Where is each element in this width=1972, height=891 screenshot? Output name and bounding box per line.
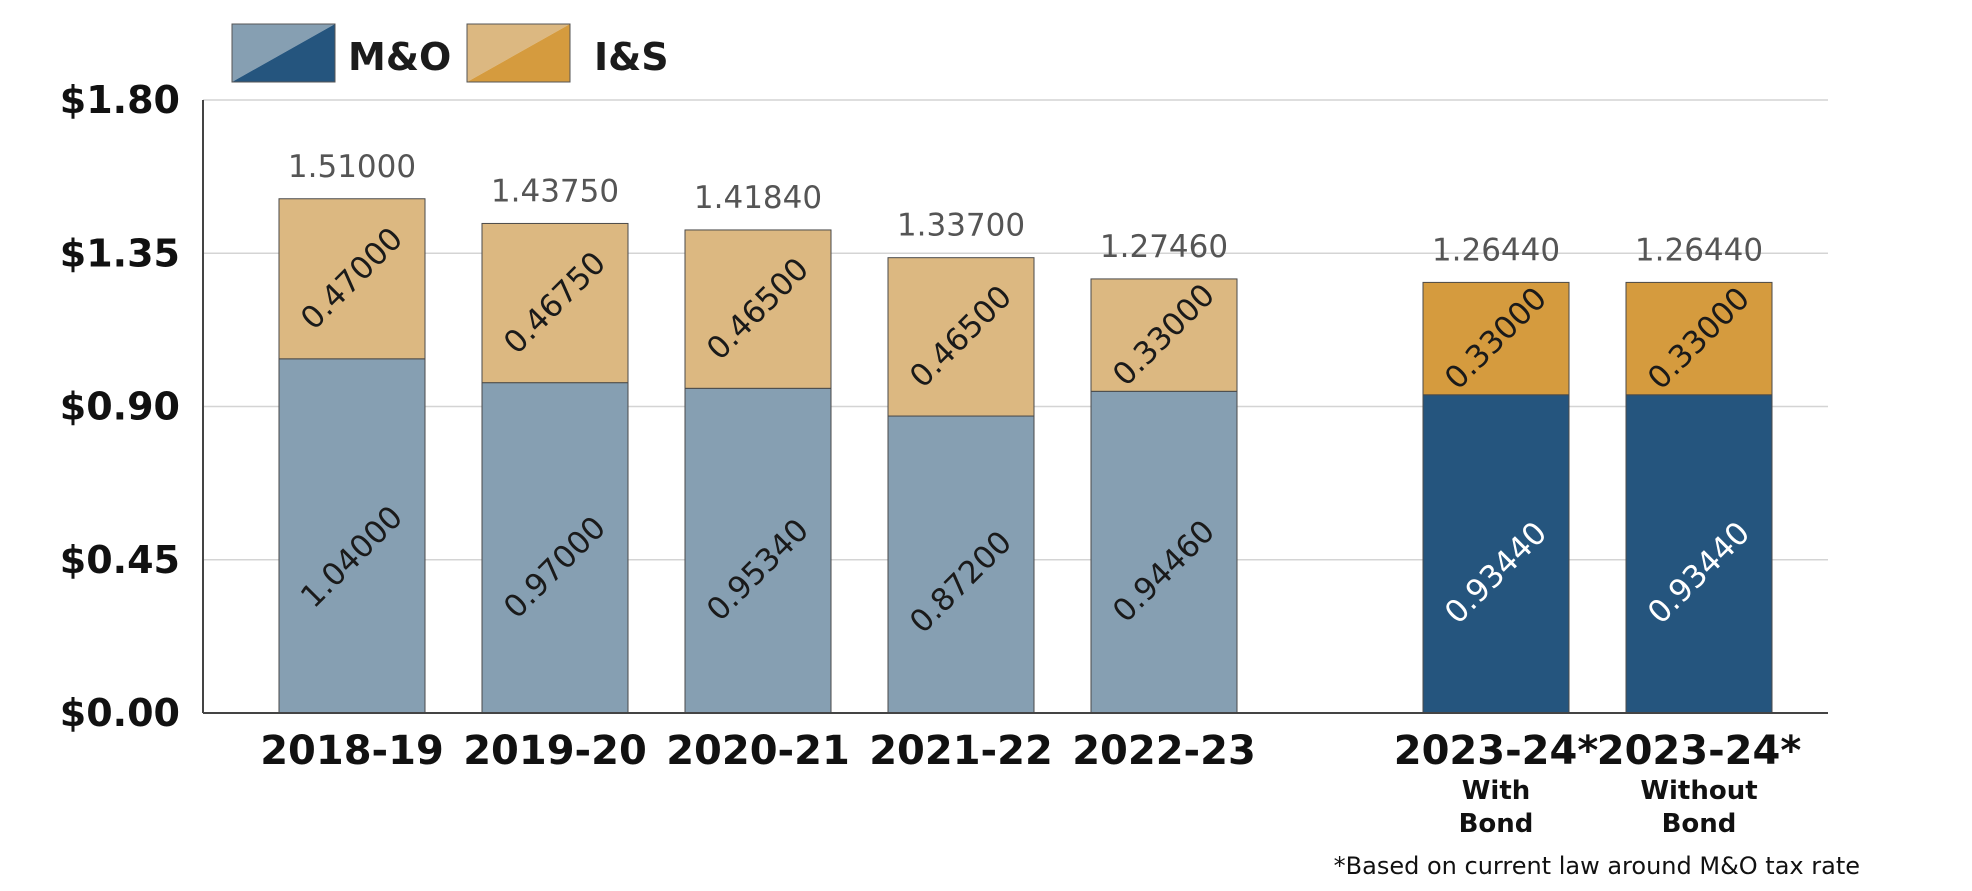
footnote: *Based on current law around M&O tax rat… — [1334, 852, 1860, 880]
x-tick-sublabel: Bond — [1459, 809, 1534, 839]
axes-layer: $0.00 $0.45 $0.90 $1.35 $1.80 2018-19 2019-20 2… — [60, 78, 1828, 839]
x-tick-label: 2022-23 — [1072, 728, 1256, 774]
legend: M&O I&S — [231, 23, 669, 83]
y-tick-label: $1.35 — [60, 231, 180, 275]
total-label: 1.33700 — [897, 208, 1025, 244]
x-tick-sublabel: Bond — [1662, 809, 1737, 839]
x-tick-label: 2018-19 — [260, 728, 444, 774]
y-tick-label: $0.45 — [60, 538, 180, 582]
legend-swatch-mo-border — [231, 23, 336, 83]
bar-segment-mo — [1090, 390, 1238, 714]
total-label: 1.26440 — [1635, 232, 1763, 268]
legend-label-mo: M&O — [348, 35, 451, 79]
total-label: 1.26440 — [1432, 232, 1560, 268]
total-label: 1.51000 — [288, 149, 416, 185]
total-label: 1.43750 — [491, 173, 619, 209]
x-tick-sublabel: Without — [1640, 776, 1757, 806]
bar-segment-is — [481, 222, 629, 384]
legend-swatch-mo — [231, 23, 336, 83]
bar-segment-is — [1625, 281, 1773, 396]
legend-swatch-is-border — [466, 23, 571, 83]
y-tick-label: $0.90 — [60, 385, 180, 429]
bar-segment-mo — [684, 387, 832, 714]
x-tick-label: 2023-24* — [1394, 728, 1599, 774]
bar-segment-mo — [1422, 394, 1570, 714]
bar-segment-mo — [481, 382, 629, 714]
total-label: 1.41840 — [694, 180, 822, 216]
y-tick-label: $0.00 — [60, 691, 180, 735]
x-tick-sublabel: With — [1462, 776, 1531, 806]
x-tick-label: 2020-21 — [666, 728, 850, 774]
x-tick-label: 2023-24* — [1597, 728, 1802, 774]
legend-swatch-is-dark-half — [467, 24, 570, 82]
bar-segment-mo — [278, 358, 426, 714]
x-tick-label: 2021-22 — [869, 728, 1053, 774]
bar-segment-is — [887, 257, 1035, 417]
legend-swatch-is — [466, 23, 571, 83]
legend-swatch-mo-dark-half — [232, 24, 335, 82]
legend-label-is: I&S — [594, 35, 669, 79]
bar-segment-is — [278, 198, 426, 360]
bar-segment-is — [1422, 281, 1570, 396]
bar-segment-is — [1090, 278, 1238, 392]
bar-segment-mo — [887, 415, 1035, 714]
x-tick-label: 2019-20 — [463, 728, 647, 774]
bars-layer — [278, 198, 1773, 714]
bar-segment-is — [684, 229, 832, 389]
total-label: 1.27460 — [1100, 229, 1228, 265]
y-tick-label: $1.80 — [60, 78, 180, 122]
